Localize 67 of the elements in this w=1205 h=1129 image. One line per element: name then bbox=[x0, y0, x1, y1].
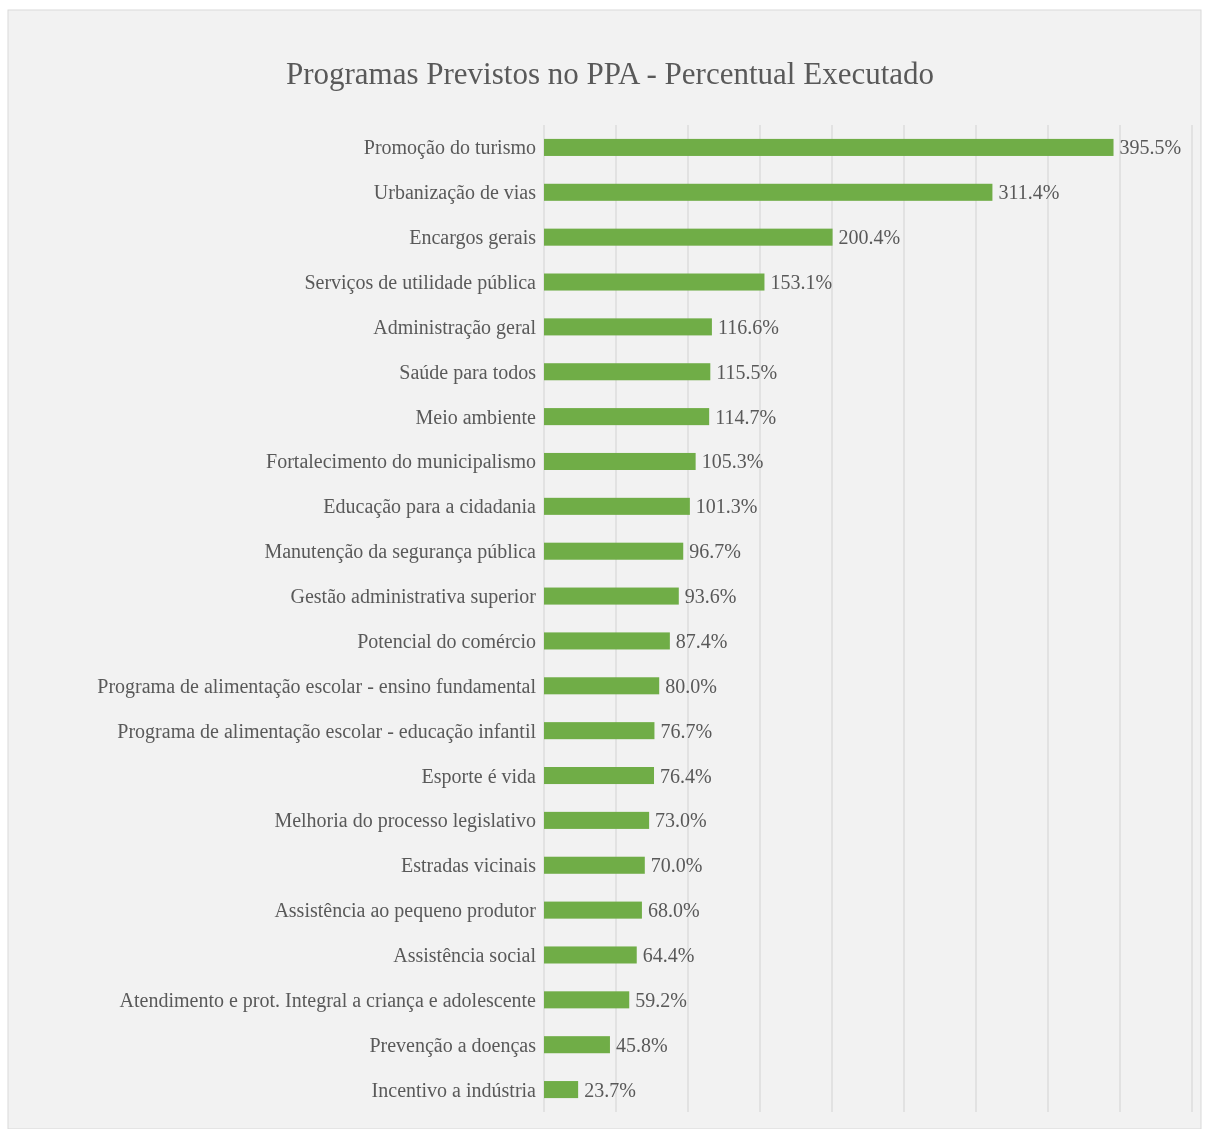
y-tick-label: Educação para a cidadania bbox=[323, 495, 537, 519]
bar bbox=[544, 408, 710, 426]
bar bbox=[544, 1036, 610, 1054]
data-label: 395.5% bbox=[1119, 136, 1182, 159]
y-tick-label: Incentivo a indústria bbox=[371, 1078, 537, 1101]
data-label: 80.0% bbox=[665, 674, 717, 697]
y-tick-label: Assistência social bbox=[393, 943, 537, 966]
data-label: 68.0% bbox=[647, 899, 700, 922]
bar bbox=[544, 363, 711, 381]
bar bbox=[544, 722, 655, 740]
data-label: 153.1% bbox=[770, 271, 833, 294]
bar bbox=[544, 318, 712, 336]
y-tick-label: Promoção do turismo bbox=[363, 136, 536, 160]
y-tick-label: Urbanização de vias bbox=[373, 181, 537, 205]
data-label: 311.4% bbox=[998, 181, 1060, 204]
y-tick-label: Encargos gerais bbox=[409, 226, 537, 250]
bar bbox=[544, 767, 655, 785]
y-tick-label: Programa de alimentação escolar - educação infantil bbox=[117, 719, 537, 743]
y-tick-label: Assistência ao pequeno produtor bbox=[274, 899, 537, 923]
data-label: 93.6% bbox=[684, 585, 737, 608]
y-tick-label: Melhoria do processo legislativo bbox=[274, 809, 536, 833]
data-label: 73.0% bbox=[655, 809, 707, 832]
bar bbox=[544, 901, 642, 919]
y-tick-label: Administração geral bbox=[373, 315, 537, 339]
bar bbox=[544, 228, 833, 246]
y-tick-label: Potencial do comércio bbox=[357, 629, 536, 652]
data-label: 76.7% bbox=[660, 719, 713, 742]
y-tick-label: Meio ambiente bbox=[415, 405, 537, 428]
y-tick-label: Programa de alimentação escolar - ensino fundamental bbox=[97, 674, 537, 698]
y-tick-label: Fortalecimento do municipalismo bbox=[266, 450, 536, 474]
chart-title: Programas Previstos no PPA - Percentual Executado bbox=[285, 56, 935, 91]
data-label: 70.0% bbox=[650, 854, 703, 877]
bar bbox=[544, 452, 696, 470]
bar bbox=[544, 811, 650, 829]
data-label: 64.4% bbox=[642, 943, 695, 966]
y-tick-label: Atendimento e prot. Integral a criança e adolescente bbox=[119, 988, 537, 1012]
data-label: 200.4% bbox=[838, 226, 901, 249]
bar bbox=[544, 856, 645, 874]
bar bbox=[544, 497, 690, 515]
data-label: 87.4% bbox=[675, 629, 728, 652]
y-tick-label: Prevenção a doenças bbox=[369, 1033, 537, 1057]
bar bbox=[544, 542, 684, 560]
data-label: 59.2% bbox=[635, 988, 687, 1011]
data-label: 76.4% bbox=[660, 764, 712, 787]
data-label: 101.3% bbox=[695, 495, 758, 518]
bar bbox=[544, 587, 679, 605]
y-tick-label: Manutenção da segurança pública bbox=[264, 540, 537, 564]
bar bbox=[544, 138, 1114, 156]
y-tick-label: Esporte é vida bbox=[421, 764, 537, 788]
data-label: 23.7% bbox=[584, 1078, 636, 1101]
data-label: 115.5% bbox=[716, 360, 778, 383]
bar bbox=[544, 632, 670, 650]
bar bbox=[544, 183, 993, 201]
y-tick-label: Serviços de utilidade pública bbox=[304, 271, 537, 295]
y-tick-label: Gestão administrativa superior bbox=[290, 585, 537, 609]
bar bbox=[544, 677, 660, 695]
data-label: 96.7% bbox=[689, 540, 741, 563]
data-label: 116.6% bbox=[717, 315, 779, 338]
data-label: 114.7% bbox=[715, 405, 777, 428]
data-label: 105.3% bbox=[701, 450, 764, 473]
y-tick-label: Saúde para todos bbox=[399, 360, 537, 384]
bar bbox=[544, 273, 765, 291]
bar bbox=[544, 946, 637, 964]
bar bbox=[544, 1081, 579, 1099]
data-label: 45.8% bbox=[615, 1033, 668, 1056]
bar bbox=[544, 991, 630, 1009]
y-tick-label: Estradas vicinais bbox=[401, 854, 537, 877]
